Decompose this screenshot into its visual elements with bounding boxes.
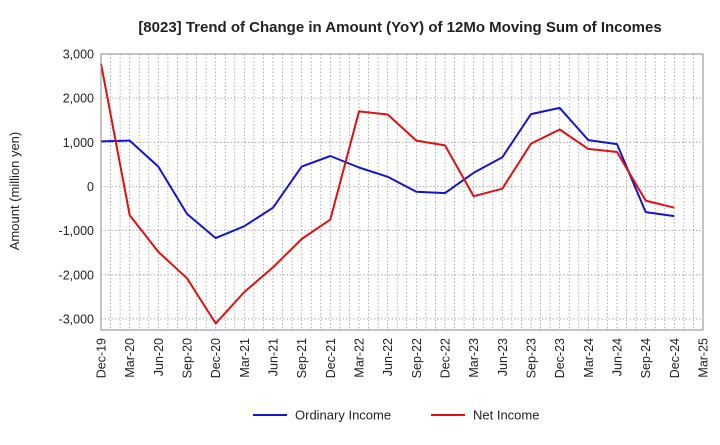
y-tick-label: -1,000 [59, 224, 94, 238]
x-tick-label: Dec-19 [95, 338, 109, 378]
x-tick-label: Mar-24 [582, 338, 596, 378]
series-lines [100, 63, 675, 325]
x-tick-label: Jun-20 [152, 338, 166, 376]
y-tick-label: 2,000 [63, 92, 94, 106]
legend-label: Net Income [473, 408, 539, 423]
grid [100, 53, 704, 330]
y-axis-label: Amount (million yen) [7, 132, 22, 251]
x-tick-label: Mar-23 [467, 338, 481, 378]
y-ticks: 3,000 2,000 1,000 0 -1,000 -2,000 -3,000 [59, 48, 95, 327]
plot-area-frame [100, 53, 704, 331]
x-tick-label: Dec-21 [324, 338, 338, 378]
x-tick-label: Dec-22 [439, 338, 453, 378]
chart-title: [8023] Trend of Change in Amount (YoY) o… [138, 19, 661, 36]
x-tick-label: Mar-22 [353, 338, 367, 378]
series-line-net-income [100, 63, 675, 325]
x-tick-label: Mar-25 [697, 338, 711, 378]
y-tick-label: -3,000 [59, 312, 94, 326]
x-tick-label: Sep-21 [295, 338, 309, 378]
x-tick-label: Jun-22 [381, 338, 395, 376]
x-tick-label: Mar-21 [238, 338, 252, 378]
x-tick-label: Sep-23 [525, 338, 539, 378]
x-tick-label: Dec-20 [209, 338, 223, 378]
y-tick-label: 1,000 [63, 136, 94, 150]
y-tick-label: 0 [87, 180, 94, 194]
series-line-ordinary-income [100, 106, 675, 240]
legend-label: Ordinary Income [295, 408, 391, 423]
x-tick-label: Sep-20 [181, 338, 195, 378]
x-ticks: Dec-19 Mar-20 Jun-20 Sep-20 Dec-20 Mar-21 Jun-… [95, 338, 711, 378]
x-tick-label: Mar-20 [123, 338, 137, 378]
x-tick-label: Jun-24 [611, 338, 625, 376]
x-tick-label: Sep-24 [639, 338, 653, 378]
x-tick-label: Jun-21 [267, 338, 281, 376]
y-tick-label: -2,000 [59, 268, 94, 282]
x-tick-label: Dec-23 [553, 338, 567, 378]
x-tick-label: Sep-22 [410, 338, 424, 378]
x-tick-label: Dec-24 [668, 338, 682, 378]
legend: Ordinary Income Net Income [253, 408, 539, 423]
y-tick-label: 3,000 [63, 48, 94, 62]
x-tick-label: Jun-23 [496, 338, 510, 376]
